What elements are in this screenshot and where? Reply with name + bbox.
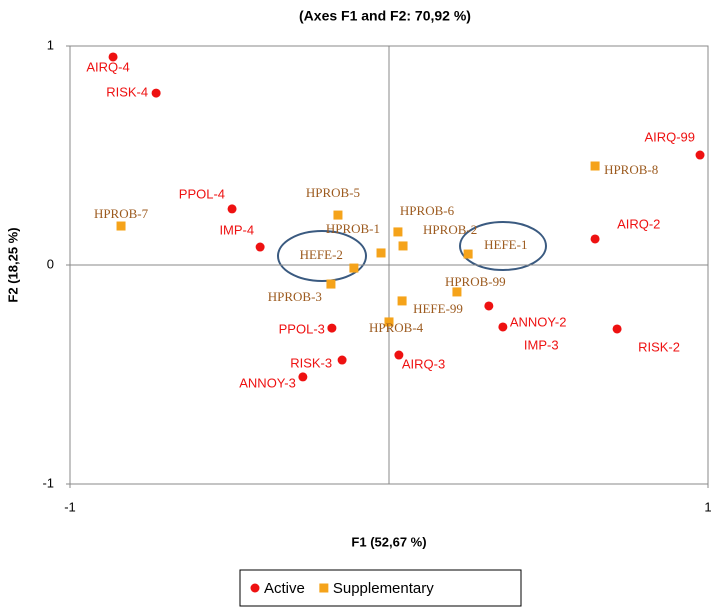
point-label: HPROB-5 <box>306 185 360 200</box>
legend-label: Supplementary <box>333 580 434 597</box>
point <box>590 234 600 244</box>
point-label: AIRQ-99 <box>644 129 695 144</box>
point <box>452 287 462 297</box>
point-label: AIRQ-2 <box>617 216 660 231</box>
point <box>108 52 118 62</box>
point <box>394 350 404 360</box>
point-label: HPROB-1 <box>326 221 380 236</box>
point <box>384 317 394 327</box>
legend <box>239 569 522 607</box>
point-label: HPROB-8 <box>604 162 658 177</box>
y-tick-label: 0 <box>47 256 54 271</box>
point <box>326 279 336 289</box>
x-axis-label: F1 (52,67 %) <box>351 534 426 549</box>
point-label: RISK-3 <box>290 355 332 370</box>
point <box>484 301 494 311</box>
point <box>463 249 473 259</box>
point <box>498 322 508 332</box>
legend-swatch <box>250 583 260 593</box>
point <box>695 150 705 160</box>
point-label: HEFE-1 <box>484 237 527 252</box>
point-label: IMP-4 <box>219 222 254 237</box>
point-label: PPOL-3 <box>279 322 325 337</box>
point <box>590 161 600 171</box>
point <box>298 372 308 382</box>
point <box>612 324 622 334</box>
point-label: AIRQ-4 <box>86 59 129 74</box>
point <box>333 210 343 220</box>
point <box>398 241 408 251</box>
point-label: ANNOY-2 <box>510 314 567 329</box>
point-label: HPROB-4 <box>369 320 424 335</box>
highlight-ellipse <box>277 230 367 282</box>
x-tick-label: -1 <box>64 499 76 514</box>
point <box>376 248 386 258</box>
point <box>151 88 161 98</box>
chart-title: (Axes F1 and F2: 70,92 %) <box>299 8 471 24</box>
point <box>255 242 265 252</box>
point-label: PPOL-4 <box>179 186 225 201</box>
y-tick-label: 1 <box>47 37 54 52</box>
point-label: RISK-2 <box>638 339 680 354</box>
y-axis-label: F2 (18,25 %) <box>5 227 20 302</box>
x-tick-label: 1 <box>704 499 711 514</box>
point-label: HPROB-6 <box>400 203 455 218</box>
point <box>397 296 407 306</box>
point <box>327 323 337 333</box>
y-tick-label: -1 <box>42 475 54 490</box>
legend-label: Active <box>264 580 305 597</box>
point <box>337 355 347 365</box>
point-label: HEFE-99 <box>413 301 463 316</box>
point-label: HPROB-2 <box>423 222 477 237</box>
point-label: RISK-4 <box>106 85 148 100</box>
point <box>349 263 359 273</box>
legend-swatch <box>319 583 329 593</box>
point-label: AIRQ-3 <box>402 356 445 371</box>
point-label: HPROB-99 <box>445 274 506 289</box>
point <box>116 221 126 231</box>
point-label: HEFE-2 <box>300 247 343 262</box>
point <box>227 204 237 214</box>
point-label: IMP-3 <box>524 337 559 352</box>
highlight-ellipse <box>459 221 547 271</box>
point <box>393 227 403 237</box>
point-label: ANNOY-3 <box>239 375 296 390</box>
point-label: HPROB-7 <box>94 206 149 221</box>
point-label: HPROB-3 <box>268 289 322 304</box>
